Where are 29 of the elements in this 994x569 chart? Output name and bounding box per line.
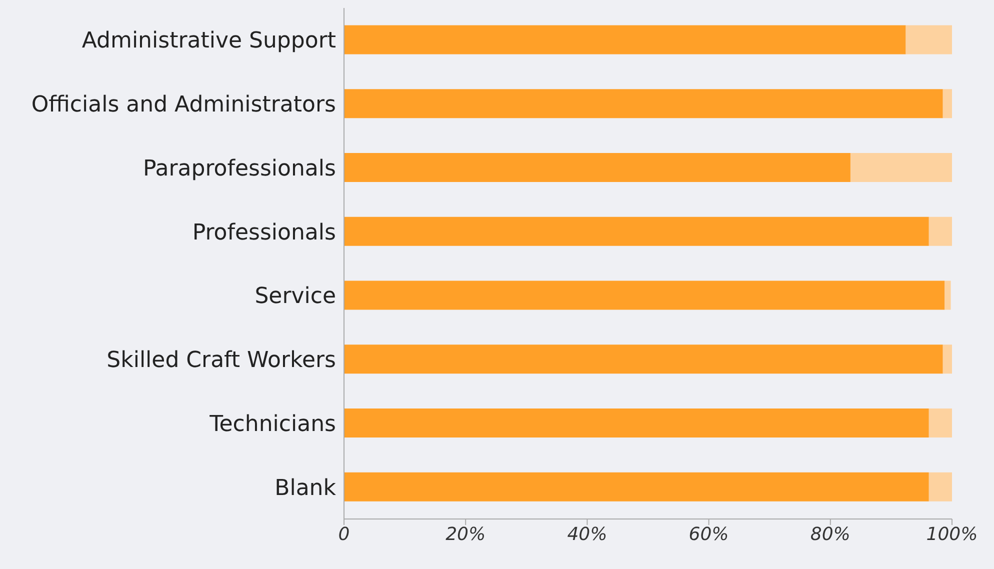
x-tick-label: 40% — [567, 524, 608, 545]
bar — [344, 280, 945, 310]
bar — [344, 25, 906, 54]
bar — [928, 216, 952, 246]
x-tick-label: 60% — [688, 524, 729, 545]
x-tick-label: 80% — [810, 524, 850, 545]
x-tick-label: 100% — [926, 524, 978, 545]
y-tick-label: Officials and Administrators — [31, 92, 336, 118]
x-tick-label: 20% — [446, 524, 486, 545]
y-tick-label: Blank — [274, 476, 336, 501]
bar — [850, 152, 952, 182]
y-tick-label: Professionals — [192, 220, 336, 246]
bar — [928, 472, 952, 502]
bar — [344, 216, 929, 246]
y-tick-label: Paraprofessionals — [142, 156, 336, 182]
bar — [906, 25, 952, 54]
y-tick-label: Technicians — [208, 412, 336, 437]
bar — [344, 408, 929, 438]
bar — [944, 280, 951, 310]
y-tick-label: Administrative Support — [82, 28, 336, 54]
bar — [344, 89, 943, 118]
bar — [344, 344, 943, 374]
bar — [942, 344, 952, 374]
y-tick-label: Skilled Craft Workers — [106, 348, 336, 374]
x-tick-label: 0 — [338, 524, 350, 545]
bar — [344, 152, 850, 182]
y-tick-label: Service — [254, 284, 336, 310]
bar — [344, 472, 929, 502]
bar — [942, 89, 952, 118]
